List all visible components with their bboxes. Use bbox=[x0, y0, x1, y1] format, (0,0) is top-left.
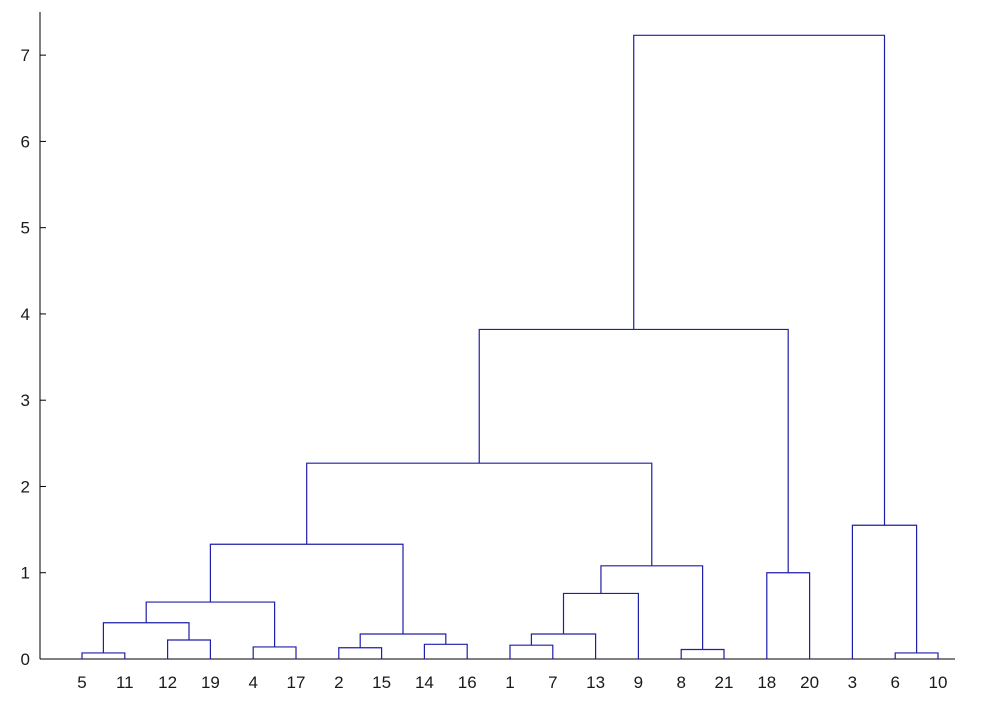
leaf-label: 7 bbox=[548, 673, 557, 692]
dendrogram-link bbox=[766, 572, 811, 659]
dendrogram-link bbox=[102, 622, 190, 653]
dendrogram-link bbox=[338, 647, 383, 659]
leaf-label: 4 bbox=[248, 673, 257, 692]
x-axis: 5 11 12 19 4 17 2 15 14 16 1 7 13 9 8 21 18 20 3 6 10 bbox=[40, 658, 955, 692]
dendrogram-link bbox=[509, 644, 554, 659]
dendrogram-link bbox=[633, 34, 886, 526]
leaf-label: 2 bbox=[334, 673, 343, 692]
dendrogram-link bbox=[167, 639, 211, 659]
dendrogram-link bbox=[894, 652, 939, 659]
leaf-label: 21 bbox=[715, 673, 734, 692]
dendrogram-link bbox=[478, 328, 789, 573]
dendrogram-link bbox=[423, 643, 468, 659]
y-tick-label: 7 bbox=[21, 46, 30, 65]
dendrogram-link bbox=[209, 543, 404, 634]
dendrogram-link bbox=[252, 646, 297, 659]
leaf-label: 5 bbox=[77, 673, 86, 692]
y-tick-label: 3 bbox=[21, 391, 30, 410]
dendrogram-link bbox=[81, 652, 126, 659]
dendrogram-link bbox=[306, 462, 653, 566]
leaf-label: 13 bbox=[586, 673, 605, 692]
y-tick-label: 2 bbox=[21, 477, 30, 496]
leaf-label: 20 bbox=[800, 673, 819, 692]
leaf-label: 12 bbox=[158, 673, 177, 692]
y-tick-label: 4 bbox=[21, 305, 30, 324]
leaf-label: 11 bbox=[116, 673, 134, 692]
leaf-label: 9 bbox=[634, 673, 643, 692]
dendrogram-link bbox=[851, 524, 918, 659]
y-tick-label: 5 bbox=[21, 219, 30, 238]
leaf-label: 17 bbox=[287, 673, 306, 692]
leaf-label: 3 bbox=[848, 673, 857, 692]
dendrogram-link bbox=[562, 592, 639, 659]
dendrogram-links bbox=[81, 34, 939, 659]
dendrogram-link bbox=[359, 633, 447, 648]
leaf-label: 1 bbox=[505, 673, 514, 692]
dendrogram-link bbox=[600, 565, 704, 650]
y-tick-label: 1 bbox=[21, 564, 30, 583]
leaf-label: 6 bbox=[890, 673, 899, 692]
dendrogram-link bbox=[530, 633, 597, 659]
leaf-label: 15 bbox=[372, 673, 391, 692]
leaf-label: 19 bbox=[201, 673, 220, 692]
y-tick-label: 6 bbox=[21, 132, 30, 151]
y-axis: 0 1 2 3 4 5 6 7 bbox=[21, 12, 46, 669]
leaf-label: 8 bbox=[676, 673, 685, 692]
dendrogram-link bbox=[680, 648, 725, 659]
y-tick-label: 0 bbox=[21, 650, 30, 669]
leaf-label: 18 bbox=[757, 673, 776, 692]
leaf-label: 14 bbox=[415, 673, 434, 692]
leaf-label: 10 bbox=[929, 673, 948, 692]
leaf-label: 16 bbox=[458, 673, 477, 692]
